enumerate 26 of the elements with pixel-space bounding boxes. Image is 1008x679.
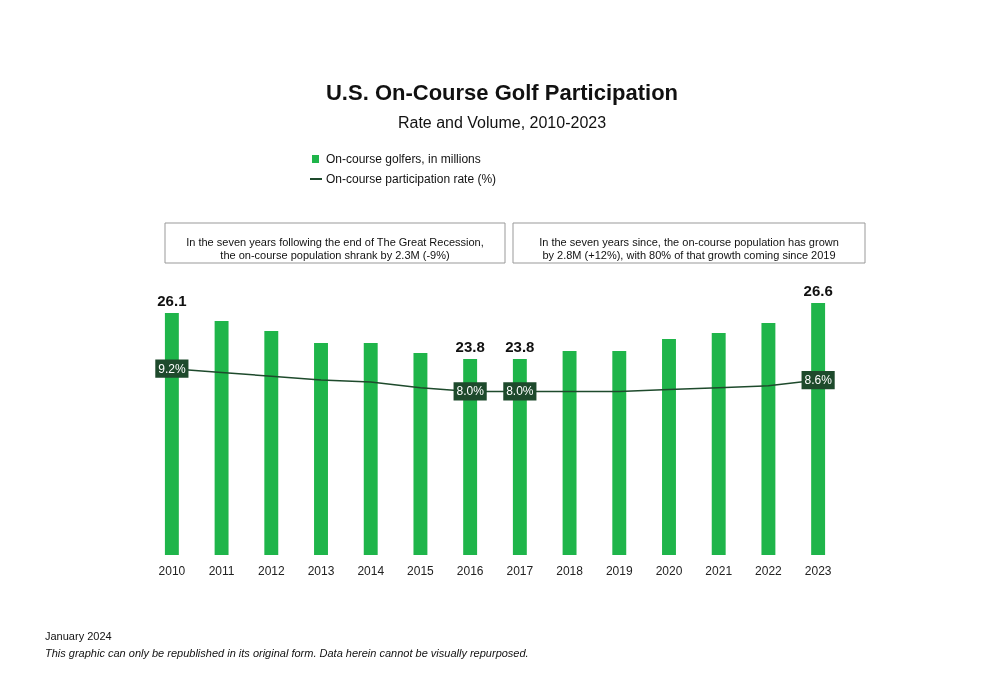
data-label: 26.6 [803,281,833,299]
x-tick-label: 2017 [506,563,534,578]
x-tick-label: 2020 [655,563,683,578]
legend-label: On-course golfers, in millions [326,152,481,166]
x-tick-label: 2010 [158,563,186,578]
text: In the seven years since, the on-course population has grown by 2.8M (+12%), with 80% of that growth coming since 2019 [539,236,839,261]
x-tick-label: 2016 [456,563,484,578]
data-label: 26.1 [157,291,187,309]
text: January 2024 [45,630,112,642]
chart-title: U.S. On-Course Golf Participation [325,80,679,105]
annotation: This graphic can only be republished in its original form. Data herein cannot be visually repurposed. [45,647,529,659]
x-tick-label: 2013 [307,563,335,578]
x-tick-label: 2019 [605,563,633,578]
x-tick-label: 2018 [556,563,584,578]
legend-label: On-course participation rate (%) [326,172,497,186]
text: In the seven years following the end of The Great Recession, the on-course population shrank by 2.3M (-9%) [186,236,484,261]
x-tick-label: 2021 [705,563,733,578]
x-tick-label: 2023 [804,563,832,578]
x-tick-label: 2014 [357,563,385,578]
data-label: 23.8 [505,337,535,355]
x-tick-label: 2022 [755,563,783,578]
chart-subtitle: Rate and Volume, 2010-2023 [397,114,607,131]
x-tick-label: 2015 [407,563,435,578]
x-tick-label: 2011 [208,563,235,578]
data-label: 23.8 [455,337,485,355]
x-tick-label: 2012 [257,563,285,578]
